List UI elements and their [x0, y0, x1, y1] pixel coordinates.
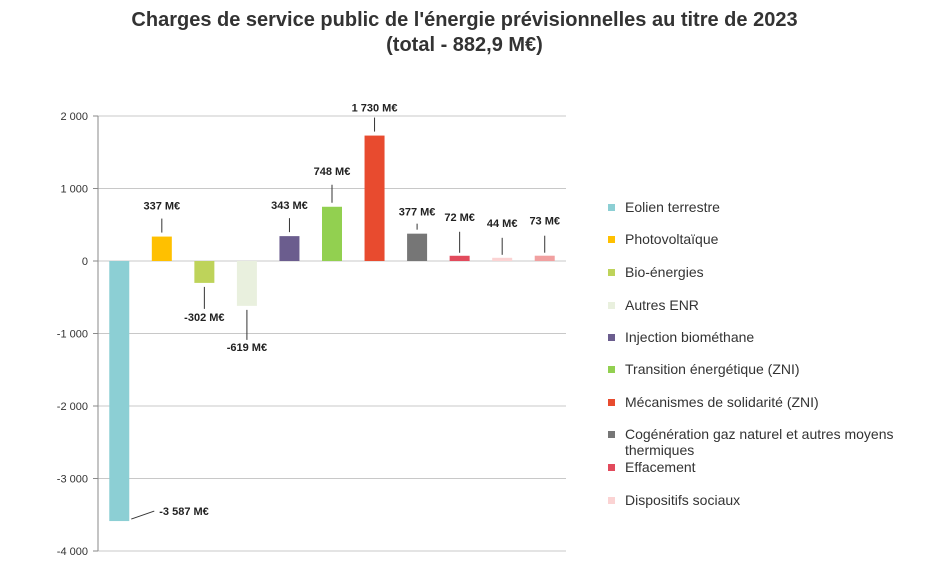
y-tick-label: -1 000: [57, 329, 88, 341]
data-label: 748 M€: [314, 166, 351, 178]
legend-label: Eolien terrestre: [625, 199, 720, 215]
bar: [322, 206, 342, 261]
data-label-leader: [131, 510, 155, 520]
legend-swatch: [608, 431, 615, 438]
legend-item: Injection biométhane: [608, 329, 918, 345]
legend-label: Mécanismes de solidarité (ZNI): [625, 394, 819, 410]
legend-item: Mécanismes de solidarité (ZNI): [608, 394, 918, 410]
data-label: -302 M€: [184, 312, 224, 324]
legend-swatch: [608, 399, 615, 406]
legend-label: Cogénération gaz naturel et autres moyen…: [625, 426, 894, 458]
data-label: 1 730 M€: [352, 103, 398, 115]
legend-item: Dispositifs sociaux: [608, 492, 918, 508]
legend-label: Autres ENR: [625, 297, 699, 313]
chart-subtitle: (total - 882,9 M€): [386, 34, 543, 56]
data-label: 73 M€: [529, 216, 560, 228]
legend-swatch: [608, 497, 615, 504]
bar: [449, 255, 470, 261]
bar: [279, 236, 300, 261]
legend-label: Bio-énergies: [625, 264, 704, 280]
y-tick-label: -2 000: [57, 401, 88, 413]
legend-label: Transition énergétique (ZNI): [625, 361, 800, 377]
y-tick-label: 1 000: [60, 184, 88, 196]
legend: Eolien terrestre Photovoltaïque Bio-énergi…: [608, 0, 928, 587]
legend-item: Autres ENR: [608, 297, 918, 313]
legend-item: Cogénération gaz naturel et autres moyen…: [608, 426, 918, 458]
legend-swatch: [608, 302, 615, 309]
bar: [151, 236, 172, 261]
bar: [236, 261, 257, 306]
legend-swatch: [608, 334, 615, 341]
gridlines: [98, 115, 566, 552]
legend-label: Effacement: [625, 459, 696, 475]
y-tick-label: 2 000: [60, 111, 88, 123]
y-tick-label: -3 000: [57, 474, 88, 486]
data-label: 337 M€: [143, 201, 180, 213]
legend-label: Dispositifs sociaux: [625, 492, 741, 508]
legend-swatch: [608, 236, 615, 243]
legend-item: Bio-énergies: [608, 264, 918, 280]
chart-title-line1: Charges de service public de l'énergie p…: [131, 9, 798, 31]
y-axis: 2 000 1 000 0 -1 000 -2 000 -3 000 -4 000: [57, 111, 99, 558]
bar: [194, 261, 215, 283]
bar: [492, 257, 513, 261]
bar: [407, 233, 428, 261]
legend-label: Injection biométhane: [625, 329, 755, 345]
legend-item: Effacement: [608, 459, 918, 475]
chart-title: Charges de service public de l'énergie p…: [0, 8, 929, 58]
bar: [364, 135, 385, 261]
bar: [109, 261, 130, 522]
data-label: -3 587 M€: [159, 506, 209, 518]
data-label: 72 M€: [444, 212, 475, 224]
legend-item: Transition énergétique (ZNI): [608, 361, 918, 377]
data-label: -619 M€: [227, 342, 267, 354]
legend-swatch: [608, 204, 615, 211]
data-label: 44 M€: [487, 218, 518, 230]
legend-label: Photovoltaïque: [625, 231, 719, 247]
y-tick-label: 0: [82, 256, 88, 268]
y-tick-label: -4 000: [57, 546, 88, 558]
legend-swatch: [608, 366, 615, 373]
legend-item: Eolien terrestre: [608, 199, 918, 215]
bars: [109, 135, 555, 522]
legend-item: Photovoltaïque: [608, 231, 918, 247]
data-labels: -3 587 M€ 337 M€ -302 M€ -619 M€ 343 M€ 748 M…: [131, 103, 560, 520]
legend-swatch: [608, 464, 615, 471]
data-label: 343 M€: [271, 200, 308, 212]
legend-swatch: [608, 269, 615, 276]
data-label: 377 M€: [399, 207, 436, 219]
bar: [534, 255, 555, 261]
